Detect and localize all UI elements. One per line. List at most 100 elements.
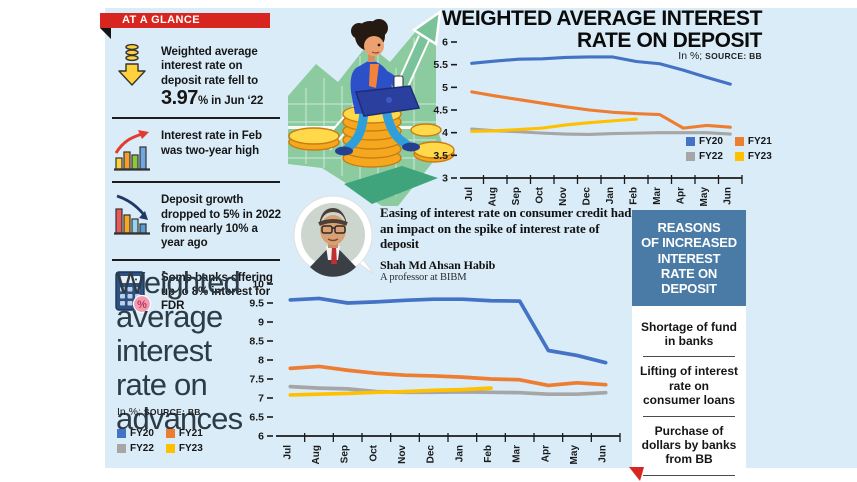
- x-tick-label: May: [569, 445, 580, 465]
- legend-FY21: FY21: [734, 136, 772, 147]
- FY23-line: [470, 117, 638, 133]
- reasons-header: REASONS OF INCREASED INTEREST RATE ON DE…: [632, 210, 746, 306]
- shadow-shape: [344, 166, 438, 204]
- x-tick-label: Jun: [722, 187, 733, 205]
- reasons-title-line: RATE ON: [660, 265, 718, 281]
- x-tick-label: Sep: [511, 187, 522, 205]
- glance-line: Weighted average interest rate on deposi…: [161, 46, 259, 87]
- x-tick-label: Mar: [512, 445, 523, 463]
- FY22-line: [288, 384, 608, 397]
- quote-author-role: A professor at BIBM: [380, 272, 467, 284]
- at-a-glance-title: AT A GLANCE: [122, 14, 200, 26]
- legend-label: FY21: [178, 428, 203, 439]
- svg-text:%: %: [137, 299, 147, 311]
- reason-item: Purchase of dollars by banks from BB: [632, 415, 746, 475]
- expert-photo: [293, 195, 375, 277]
- glance-item-two-year-high: Interest rate in Feb was two-year high: [112, 122, 284, 178]
- y-tick-label: 3: [442, 173, 448, 185]
- divider: [112, 117, 280, 120]
- x-tick-label: Dec: [426, 445, 437, 464]
- x-tick-label: Jan: [454, 445, 465, 462]
- FY23-line: [288, 386, 493, 397]
- x-tick-label: Sep: [340, 445, 351, 463]
- y-tick-label: 6: [258, 431, 264, 443]
- legend-swatch: [165, 444, 175, 453]
- deposit-legend: FY20 FY21 FY22 FY23: [686, 136, 772, 162]
- y-tick-label: 6: [442, 37, 448, 49]
- y-tick-label: 6.5: [249, 412, 264, 424]
- reason-item: Increased demand for loans: [632, 474, 746, 482]
- deposit-title-line2: RATE ON DEPOSIT: [577, 28, 762, 52]
- x-tick-label: Jan: [605, 187, 616, 204]
- deposit-line-chart: 6 5.5 5 4.5 4 3.5 3 Jul Aug Sep Oct Nov Dec Jan Feb Mar…: [433, 37, 743, 206]
- legend-FY23: FY23: [165, 443, 203, 454]
- legend-swatch: [117, 429, 126, 438]
- legend-label: FY23: [178, 443, 203, 454]
- divider: [112, 181, 280, 184]
- x-tick-label: Aug: [311, 445, 322, 464]
- x-tick-label: Feb: [628, 187, 639, 205]
- deposit-chart-title: WEIGHTED AVERAGE INTEREST RATE ON DEPOSI…: [430, 8, 763, 52]
- quote-block: Easing of interest rate on consumer cred…: [380, 205, 632, 285]
- x-tick-label: Nov: [397, 445, 408, 464]
- x-tick-label: Mar: [652, 187, 663, 205]
- x-tick-label: Aug: [487, 187, 498, 206]
- legend-swatch: [734, 137, 744, 146]
- at-a-glance-banner: AT A GLANCE: [100, 13, 270, 28]
- legend-FY23: FY23: [734, 151, 772, 162]
- x-tick-label: Jul: [464, 187, 475, 202]
- legend-swatch: [686, 152, 695, 161]
- reasons-panel: REASONS OF INCREASED INTEREST RATE ON DE…: [632, 210, 746, 482]
- x-tick-label: Apr: [540, 445, 551, 462]
- legend-FY22: FY22: [117, 443, 154, 454]
- x-tick-label: Apr: [675, 187, 686, 204]
- legend-swatch: [734, 152, 744, 161]
- expert-quote: Easing of interest rate on consumer cred…: [292, 192, 640, 285]
- y-tick-label: 10: [252, 279, 264, 291]
- y-tick-label: 4.5: [433, 105, 448, 117]
- y-tick-label: 5: [442, 82, 448, 94]
- legend-swatch: [165, 429, 175, 438]
- reasons-title-line: REASONS: [657, 220, 721, 235]
- quote-text: Easing of interest rate on consumer cred…: [380, 205, 632, 252]
- y-tick-label: 8: [258, 355, 264, 367]
- x-tick-label: May: [699, 187, 710, 206]
- y-tick-label: 5.5: [433, 59, 448, 71]
- glance-text: Interest rate in Feb was two-year high: [161, 130, 262, 157]
- legend-label: FY22: [699, 151, 723, 162]
- y-tick-label: 7: [258, 393, 264, 405]
- reasons-title-line: INTEREST: [657, 250, 721, 266]
- reason-item: Shortage of fund in banks: [641, 319, 737, 349]
- advances-legend: FY20 FY21 FY22 FY23: [117, 428, 203, 454]
- FY21-line: [470, 90, 732, 130]
- y-tick-label: 8.5: [249, 336, 264, 348]
- legend-FY21: FY21: [165, 428, 203, 439]
- legend-label: FY23: [747, 151, 772, 162]
- FY21-line: [288, 364, 608, 388]
- reasons-title-line: OF INCREASED: [641, 235, 737, 251]
- banner-fold: [100, 28, 111, 39]
- legend-label: FY21: [747, 136, 772, 147]
- big-number-tail: % in Jun ‘22: [197, 95, 264, 108]
- source-note: SOURCE: BB: [143, 407, 201, 417]
- legend-swatch: [686, 137, 695, 146]
- legend-FY20: FY20: [117, 428, 154, 439]
- y-tick-label: 7.5: [249, 374, 264, 386]
- FY22-line: [470, 127, 732, 137]
- reason-item: Lifting of interest rate on consumer loa…: [632, 356, 746, 415]
- glance-text: Some banks offering up to 8% interest fo…: [161, 271, 273, 313]
- quote-author: Shah Md Ahsan Habib: [380, 257, 496, 272]
- glance-item-deposit-growth: Deposit growth dropped to 5% in 2022 fro…: [112, 186, 284, 256]
- sitting-man: [335, 19, 421, 156]
- x-tick-label: Jul: [282, 445, 293, 460]
- x-tick-label: Dec: [581, 187, 592, 206]
- advances-chart-title: Weighted average interest rate on advanc…: [116, 265, 243, 437]
- reasons-list: Shortage of fund in banks Lifting of int…: [632, 306, 746, 482]
- man-on-coins-illustration: [288, 9, 455, 206]
- legend-FY20: FY20: [686, 136, 723, 147]
- x-tick-label: Nov: [558, 187, 569, 206]
- down-arrow-icon: [118, 43, 146, 86]
- divider: [112, 258, 280, 261]
- calculator-icon: %: [115, 270, 152, 313]
